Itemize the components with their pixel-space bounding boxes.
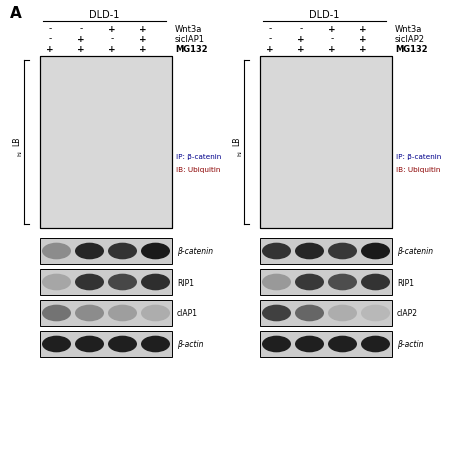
Text: -: -: [268, 34, 272, 44]
Ellipse shape: [361, 243, 390, 260]
Ellipse shape: [75, 305, 104, 322]
Ellipse shape: [295, 274, 324, 291]
Ellipse shape: [42, 243, 71, 260]
Text: -: -: [48, 34, 52, 44]
Bar: [40, 238, 172, 264]
Text: -: -: [300, 25, 302, 33]
Bar: [260, 238, 392, 264]
Text: -: -: [330, 34, 334, 44]
Ellipse shape: [262, 305, 291, 322]
Text: -: -: [48, 25, 52, 33]
Text: A: A: [10, 6, 22, 21]
Text: +: +: [46, 45, 54, 54]
Text: +: +: [77, 45, 85, 54]
Ellipse shape: [361, 305, 390, 322]
Text: cIAP2: cIAP2: [397, 309, 418, 318]
Bar: [260, 269, 392, 295]
Ellipse shape: [262, 243, 291, 260]
Text: -: -: [79, 25, 82, 33]
Text: +: +: [328, 25, 336, 33]
Bar: [40, 269, 172, 295]
Text: sicIAP1: sicIAP1: [175, 34, 205, 44]
Text: +: +: [297, 34, 305, 44]
Text: DLD-1: DLD-1: [310, 10, 340, 20]
Ellipse shape: [75, 243, 104, 260]
Text: DLD-1: DLD-1: [89, 10, 120, 20]
Bar: [40, 57, 172, 229]
Bar: [40, 300, 172, 326]
Text: IP: β-catenin: IP: β-catenin: [396, 153, 441, 159]
Text: cIAP1: cIAP1: [177, 309, 198, 318]
Text: +: +: [139, 45, 147, 54]
Ellipse shape: [141, 336, 170, 352]
Text: +: +: [297, 45, 305, 54]
Ellipse shape: [42, 336, 71, 352]
Bar: [260, 300, 392, 326]
Ellipse shape: [361, 336, 390, 352]
Ellipse shape: [141, 305, 170, 322]
Ellipse shape: [42, 305, 71, 322]
Ellipse shape: [361, 274, 390, 291]
Ellipse shape: [141, 274, 170, 291]
Text: RIP1: RIP1: [177, 278, 194, 287]
Ellipse shape: [75, 274, 104, 291]
Text: +: +: [139, 34, 147, 44]
Text: +: +: [266, 45, 274, 54]
Text: +: +: [108, 25, 116, 33]
Ellipse shape: [42, 274, 71, 291]
Bar: [40, 332, 172, 357]
Text: LB: LB: [233, 136, 241, 145]
Text: IP: β-catenin: IP: β-catenin: [176, 153, 221, 159]
Text: β-catenin: β-catenin: [177, 247, 213, 256]
Ellipse shape: [328, 274, 357, 291]
Ellipse shape: [262, 336, 291, 352]
Text: MG132: MG132: [395, 45, 428, 54]
Text: +: +: [139, 25, 147, 33]
Ellipse shape: [75, 336, 104, 352]
Text: hi: hi: [237, 150, 243, 156]
Text: RIP1: RIP1: [397, 278, 414, 287]
Text: Wnt3a: Wnt3a: [395, 25, 422, 33]
Ellipse shape: [262, 274, 291, 291]
Text: +: +: [108, 45, 116, 54]
Text: +: +: [359, 34, 367, 44]
Bar: [260, 332, 392, 357]
Text: IB: Ubiquitin: IB: Ubiquitin: [396, 166, 440, 172]
Ellipse shape: [295, 336, 324, 352]
Ellipse shape: [108, 243, 137, 260]
Text: -: -: [268, 25, 272, 33]
Ellipse shape: [328, 336, 357, 352]
Text: +: +: [328, 45, 336, 54]
Text: β-catenin: β-catenin: [397, 247, 433, 256]
Bar: [40, 57, 172, 229]
Bar: [260, 57, 392, 229]
Text: hi: hi: [18, 150, 22, 156]
Ellipse shape: [108, 336, 137, 352]
Text: MG132: MG132: [175, 45, 208, 54]
Ellipse shape: [328, 305, 357, 322]
Ellipse shape: [108, 305, 137, 322]
Text: +: +: [359, 25, 367, 33]
Ellipse shape: [328, 243, 357, 260]
Text: -: -: [110, 34, 114, 44]
Text: +: +: [359, 45, 367, 54]
Text: β-actin: β-actin: [177, 340, 203, 349]
Ellipse shape: [141, 243, 170, 260]
Bar: [260, 57, 392, 229]
Text: LB: LB: [12, 136, 21, 145]
Ellipse shape: [295, 305, 324, 322]
Text: Wnt3a: Wnt3a: [175, 25, 202, 33]
Text: +: +: [77, 34, 85, 44]
Ellipse shape: [295, 243, 324, 260]
Text: IB: Ubiquitin: IB: Ubiquitin: [176, 166, 220, 172]
Text: sicIAP2: sicIAP2: [395, 34, 425, 44]
Text: β-actin: β-actin: [397, 340, 423, 349]
Ellipse shape: [108, 274, 137, 291]
